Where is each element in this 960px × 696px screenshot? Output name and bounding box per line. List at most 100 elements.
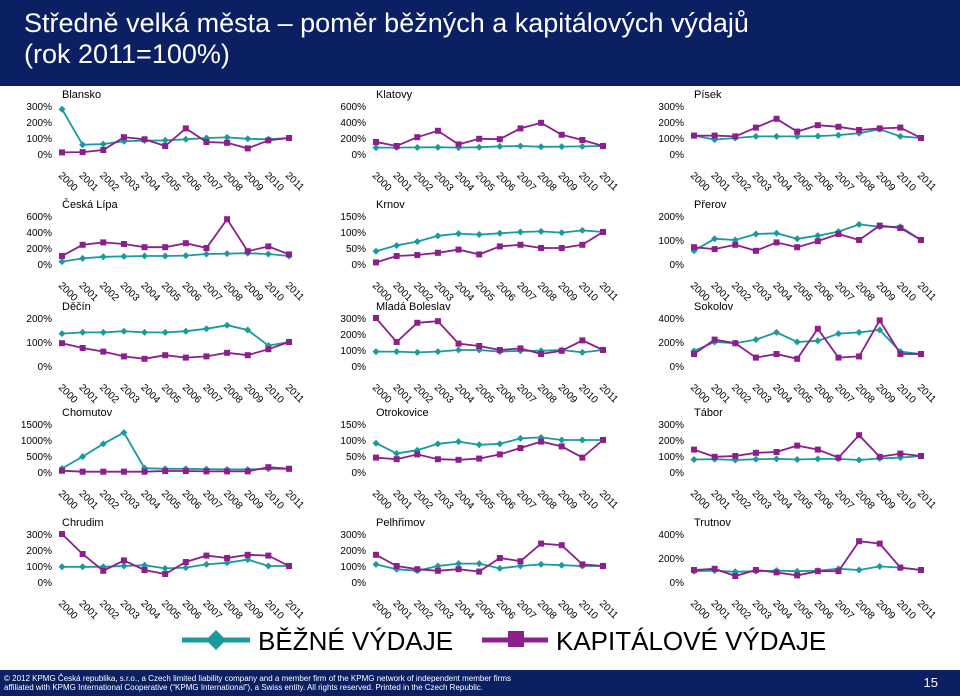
point-current (752, 336, 760, 344)
point-capital (897, 450, 904, 457)
point-capital (517, 345, 524, 352)
legend-marker-current (206, 630, 226, 650)
y-tick-label: 200% (658, 554, 684, 565)
chart-title: Mladá Boleslav (376, 301, 451, 313)
point-capital (414, 252, 421, 259)
point-capital (773, 569, 780, 576)
series-line-capital (375, 317, 604, 355)
point-capital (794, 128, 801, 135)
point-capital (373, 315, 379, 321)
chart-title: Chomutov (62, 407, 113, 419)
point-current (537, 143, 545, 151)
point-capital (814, 325, 821, 332)
y-tick-label: 0% (670, 260, 685, 271)
point-capital (224, 468, 231, 475)
point-current (516, 434, 524, 442)
point-capital (517, 558, 524, 565)
series-line-capital (375, 231, 604, 264)
point-current (690, 456, 698, 464)
point-capital (897, 351, 904, 357)
point-capital (244, 352, 251, 359)
point-capital (752, 247, 759, 254)
point-capital (794, 442, 801, 449)
point-current (834, 330, 842, 338)
point-capital (120, 557, 127, 564)
series-line-capital (375, 121, 604, 147)
point-capital (752, 449, 759, 456)
point-current (814, 132, 822, 140)
point-current (793, 456, 801, 464)
y-tick-label: 100% (26, 338, 52, 349)
point-current (99, 328, 107, 336)
point-capital (558, 245, 565, 251)
point-current (393, 241, 401, 249)
point-current (141, 252, 149, 260)
point-current (372, 439, 380, 447)
y-tick-label: 300% (658, 420, 684, 431)
point-current (58, 330, 66, 338)
point-capital (414, 566, 421, 573)
point-capital (732, 453, 739, 459)
y-tick-label: 100% (658, 236, 684, 247)
series-line-current (693, 128, 922, 141)
point-current (223, 250, 231, 258)
y-tick-label: 200% (658, 338, 684, 349)
point-current (455, 560, 463, 568)
point-capital (773, 351, 780, 357)
point-current (537, 227, 545, 235)
point-capital (897, 124, 904, 131)
point-capital (141, 355, 148, 362)
point-capital (59, 149, 65, 156)
point-current (834, 131, 842, 139)
point-current (202, 560, 210, 568)
point-capital (496, 136, 503, 143)
point-current (58, 105, 66, 113)
point-capital (434, 456, 441, 463)
series-line-capital (693, 433, 922, 459)
point-capital (814, 446, 821, 453)
series-line-capital (61, 127, 290, 154)
point-capital (100, 239, 107, 246)
point-capital (558, 443, 565, 450)
series-line-current (375, 562, 603, 572)
point-capital (711, 565, 718, 572)
point-capital (794, 244, 801, 251)
point-capital (897, 564, 904, 571)
y-tick-label: 200% (340, 546, 366, 557)
point-current (731, 236, 739, 244)
point-current (752, 230, 760, 238)
point-current (413, 238, 421, 246)
point-current (141, 561, 149, 569)
point-capital (558, 131, 565, 138)
point-capital (517, 445, 524, 451)
point-capital (691, 132, 697, 139)
y-tick-label: 100% (26, 134, 52, 145)
point-current (161, 252, 169, 260)
point-capital (393, 253, 400, 259)
point-capital (203, 139, 210, 145)
legend-label-current: BĚŽNÉ VÝDAJE (258, 626, 453, 656)
y-tick-label: 300% (340, 530, 366, 541)
series-line-current (376, 349, 604, 354)
point-capital (393, 143, 400, 149)
point-capital (691, 567, 697, 573)
point-current (814, 337, 822, 345)
footer-bar: © 2012 KPMG Česká republika, s.r.o., a C… (0, 670, 960, 696)
point-capital (794, 355, 801, 362)
point-capital (835, 231, 842, 237)
point-capital (79, 468, 86, 475)
point-capital (752, 124, 759, 131)
point-capital (265, 243, 272, 250)
point-current (537, 560, 545, 568)
point-capital (162, 352, 169, 359)
point-current (578, 226, 586, 234)
point-capital (120, 241, 127, 247)
y-tick-label: 0% (352, 362, 367, 373)
point-current (896, 132, 904, 140)
point-capital (558, 347, 565, 354)
point-current (79, 328, 87, 336)
point-capital (286, 135, 292, 141)
point-capital (496, 347, 503, 353)
y-tick-label: 400% (658, 530, 684, 541)
point-capital (141, 567, 148, 573)
